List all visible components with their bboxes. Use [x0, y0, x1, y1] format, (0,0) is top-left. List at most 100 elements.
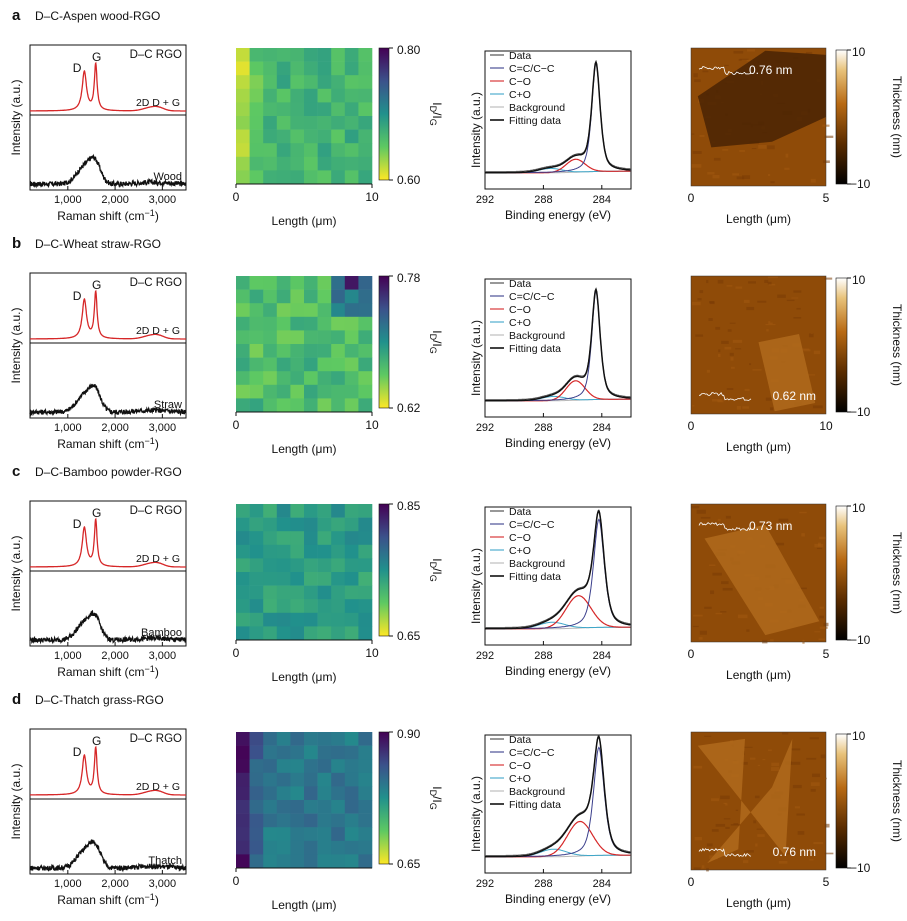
- cbar-label-sub: G: [428, 575, 438, 582]
- afm-annotation: 0.76 nm: [773, 845, 816, 859]
- heatmap-cell: [249, 558, 264, 573]
- afm-texture: [824, 823, 830, 828]
- afm-texture: [709, 301, 715, 304]
- heatmap-cell: [249, 316, 264, 331]
- afm-texture: [755, 843, 758, 847]
- heatmap-cell: [276, 531, 291, 546]
- afm-texture: [757, 834, 765, 837]
- heatmap-xtick-label: 0: [233, 874, 240, 888]
- afm-image: 0.62 nm 0 10 Length (μm) 10 −10 Thickness (nm): [688, 273, 904, 454]
- heatmap-cell: [304, 599, 318, 614]
- heatmap-cell: [236, 626, 250, 641]
- heatmap-cell: [276, 517, 291, 532]
- xps-legend-label: C=C/C−C: [509, 519, 555, 531]
- heatmap-cell: [249, 626, 264, 641]
- afm-xtick-label: 0: [688, 875, 695, 889]
- afm-texture: [736, 176, 745, 180]
- heatmap-cell: [344, 827, 359, 842]
- raman-xlabel-close: ): [155, 437, 159, 451]
- heatmap-cell: [331, 61, 346, 76]
- panel-row-a: a D–C-Aspen wood-RGO 1,000 2,000 3,000 D–C RG…: [9, 7, 904, 228]
- heatmap-cell: [304, 116, 318, 130]
- heatmap-cell: [331, 344, 346, 358]
- afm-texture: [744, 388, 750, 391]
- afm-cbar-min-label: −10: [850, 177, 871, 191]
- raman-ylabel: Intensity (a.u.): [9, 307, 23, 383]
- heatmap-cell: [331, 827, 346, 842]
- colorbar-max-label: 0.80: [397, 43, 421, 57]
- raman-xlabel-close: ): [155, 665, 159, 679]
- xps-xtick-label: 288: [534, 650, 552, 662]
- heatmap-cell: [317, 398, 332, 413]
- afm-texture: [717, 518, 721, 522]
- heatmap-cell: [263, 612, 278, 627]
- colorbar-max-label: 0.85: [397, 499, 421, 513]
- xps-ylabel: Intensity (a.u.): [469, 92, 483, 168]
- heatmap-cell: [290, 626, 305, 641]
- heatmap-cell: [290, 330, 305, 345]
- heatmap-cell: [344, 599, 359, 614]
- heatmap-cell: [263, 813, 278, 828]
- heatmap-cell: [331, 504, 346, 518]
- afm-texture: [743, 299, 750, 303]
- colorbar-min-label: 0.65: [397, 629, 421, 643]
- afm-texture: [699, 135, 705, 137]
- heatmap-cell: [344, 344, 359, 358]
- afm-texture: [793, 317, 802, 319]
- afm-texture: [801, 533, 805, 537]
- xps-xtick-label: 284: [593, 194, 611, 206]
- afm-texture: [708, 318, 713, 321]
- xps-xtick-label: 288: [534, 194, 552, 206]
- afm-texture: [712, 398, 722, 402]
- afm-texture: [820, 754, 826, 759]
- heatmap-cell: [317, 854, 332, 869]
- heatmap-cell: [344, 572, 359, 586]
- raman-xtick-label: 1,000: [54, 878, 82, 890]
- raman-series-top: [30, 61, 186, 112]
- heatmap-cell: [358, 585, 373, 600]
- xps-xtick-label: 292: [476, 650, 494, 662]
- heatmap-cell: [358, 558, 373, 573]
- heatmap-cell: [317, 827, 332, 842]
- afm-cbar-max-label: 10: [852, 501, 866, 515]
- heatmap-cell: [331, 612, 346, 627]
- heatmap-cell: [344, 330, 359, 345]
- heatmap-cell: [290, 612, 305, 627]
- afm-colorbar: [835, 505, 848, 641]
- afm-xlabel: Length (μm): [726, 212, 791, 226]
- heatmap-xtick-label: 0: [233, 418, 240, 432]
- heatmap-cell: [263, 316, 278, 331]
- afm-texture: [738, 59, 742, 61]
- heatmap-cell: [263, 116, 278, 130]
- colorbar-label: ID/IG: [428, 786, 444, 810]
- heatmap-cell: [304, 61, 318, 76]
- heatmap: 0 10 Length (μm) 0.80 0.60 ID/IG: [233, 43, 444, 228]
- afm-texture: [759, 524, 768, 526]
- afm-texture: [707, 172, 715, 175]
- heatmap-cell: [236, 289, 250, 304]
- heatmap-cell: [236, 572, 250, 586]
- afm-texture: [729, 322, 736, 324]
- afm-texture: [737, 614, 748, 619]
- heatmap-cell: [358, 143, 373, 158]
- afm-texture: [721, 340, 729, 344]
- raman-series-bottom: [29, 839, 187, 873]
- panel-row-d: d D–C-Thatch grass-RGO 1,000 2,000 3,000 D–C …: [9, 691, 904, 912]
- raman-xtick-label: 3,000: [149, 422, 177, 434]
- heatmap-cell: [249, 827, 264, 842]
- heatmap-cell: [331, 840, 346, 855]
- heatmap-cell: [358, 357, 373, 372]
- heatmap-cell: [344, 357, 359, 372]
- heatmap-cell: [276, 732, 291, 746]
- afm-texture: [767, 281, 772, 285]
- heatmap-cell: [358, 75, 373, 90]
- xps-legend-label: Background: [509, 330, 565, 342]
- heatmap-cell: [276, 344, 291, 358]
- afm-texture: [706, 279, 709, 284]
- afm-texture: [718, 353, 721, 357]
- afm-texture: [754, 795, 760, 799]
- heatmap-cell: [236, 813, 250, 828]
- heatmap-cell: [276, 102, 291, 117]
- afm-texture: [765, 323, 776, 326]
- raman-ylabel: Intensity (a.u.): [9, 763, 23, 839]
